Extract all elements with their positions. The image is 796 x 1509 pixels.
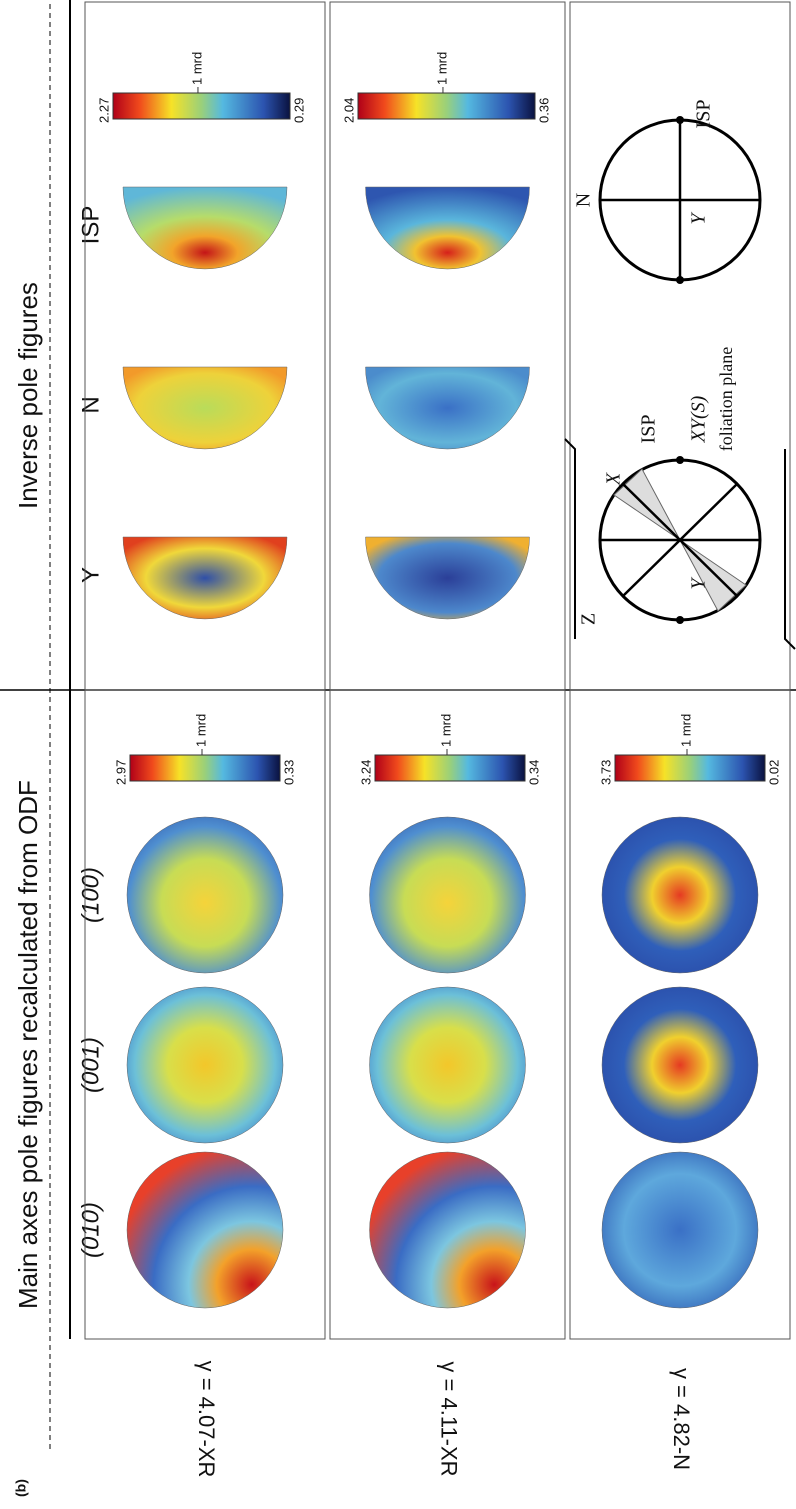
diagram-label: ISP bbox=[638, 415, 660, 444]
diagram-label: XY(S) bbox=[688, 395, 710, 443]
diagram-label: N bbox=[573, 193, 595, 207]
pole-figure bbox=[370, 987, 526, 1143]
column-header: (001) bbox=[77, 1037, 104, 1093]
colorbar-mid: 1 mrd bbox=[434, 52, 449, 85]
inverse-pole-figure bbox=[123, 187, 287, 269]
diagram-dot bbox=[676, 116, 684, 124]
diagram-label: X bbox=[603, 472, 625, 486]
colorbar-min: 0.33 bbox=[281, 760, 296, 785]
colorbar bbox=[375, 755, 525, 781]
column-header: Y bbox=[77, 567, 104, 583]
pole-figure bbox=[602, 1152, 758, 1308]
diagram-label: foliation plane bbox=[716, 347, 736, 451]
column-header: ISP bbox=[77, 206, 104, 245]
colorbar-mid: 1 mrd bbox=[438, 714, 453, 747]
row-label: γ = 4.82-N bbox=[669, 1368, 694, 1470]
column-header: (010) bbox=[77, 1202, 104, 1258]
inverse-pole-figure bbox=[366, 187, 530, 269]
colorbar bbox=[615, 755, 765, 781]
column-header: N bbox=[77, 396, 104, 413]
diagram-dot bbox=[676, 276, 684, 284]
diagram-label: Y bbox=[688, 212, 710, 225]
section-title: Main axes pole figures recalculated from… bbox=[13, 780, 43, 1309]
colorbar-mid: 1 mrd bbox=[189, 52, 204, 85]
inverse-pole-figure bbox=[366, 537, 530, 619]
row-frame-right bbox=[570, 2, 790, 690]
column-header: (100) bbox=[77, 867, 104, 923]
landscape-group: (b) Main axes pole figures recalculated … bbox=[0, 0, 796, 1497]
colorbar-max: 2.97 bbox=[113, 760, 128, 785]
pole-figure bbox=[127, 817, 283, 973]
colorbar-min: 0.36 bbox=[536, 98, 551, 123]
colorbar bbox=[358, 93, 535, 119]
row-label: γ = 4.07-XR bbox=[194, 1361, 219, 1478]
pole-figure bbox=[127, 1152, 283, 1308]
inverse-pole-figure bbox=[123, 367, 287, 449]
pole-figure bbox=[370, 817, 526, 973]
diagram-label: ISP bbox=[693, 100, 715, 129]
colorbar-min: 0.02 bbox=[766, 760, 781, 785]
colorbar-max: 2.04 bbox=[341, 98, 356, 123]
colorbar-max: 3.73 bbox=[598, 760, 613, 785]
section-title: Inverse pole figures bbox=[13, 282, 43, 509]
figure: (b) Main axes pole figures recalculated … bbox=[0, 0, 796, 1509]
shear-diagram: Z X ISP XY(S) foliation plane Y N ISP Y bbox=[565, 100, 795, 649]
row-label: γ = 4.11-XR bbox=[437, 1361, 462, 1476]
diagram-dot bbox=[676, 456, 684, 464]
pole-figure bbox=[370, 1152, 526, 1308]
diagram-dot bbox=[676, 616, 684, 624]
colorbar-max: 2.27 bbox=[96, 98, 111, 123]
panel-label: (b) bbox=[13, 1479, 29, 1497]
colorbar bbox=[130, 755, 280, 781]
colorbar-mid: 1 mrd bbox=[193, 714, 208, 747]
colorbar-min: 0.34 bbox=[526, 760, 541, 785]
inverse-pole-figure bbox=[123, 537, 287, 619]
pole-figure bbox=[602, 817, 758, 973]
colorbar-max: 3.24 bbox=[358, 760, 373, 785]
colorbar-mid: 1 mrd bbox=[678, 714, 693, 747]
inverse-pole-figure bbox=[366, 367, 530, 449]
pole-figure bbox=[602, 987, 758, 1143]
diagram-label: Z bbox=[578, 613, 600, 625]
pole-figure bbox=[127, 987, 283, 1143]
diagram-label: Y bbox=[688, 577, 710, 590]
page: {"header": {"panel_label": "(b)", "title… bbox=[0, 0, 796, 1509]
colorbar-min: 0.29 bbox=[291, 98, 306, 123]
colorbar bbox=[113, 93, 290, 119]
